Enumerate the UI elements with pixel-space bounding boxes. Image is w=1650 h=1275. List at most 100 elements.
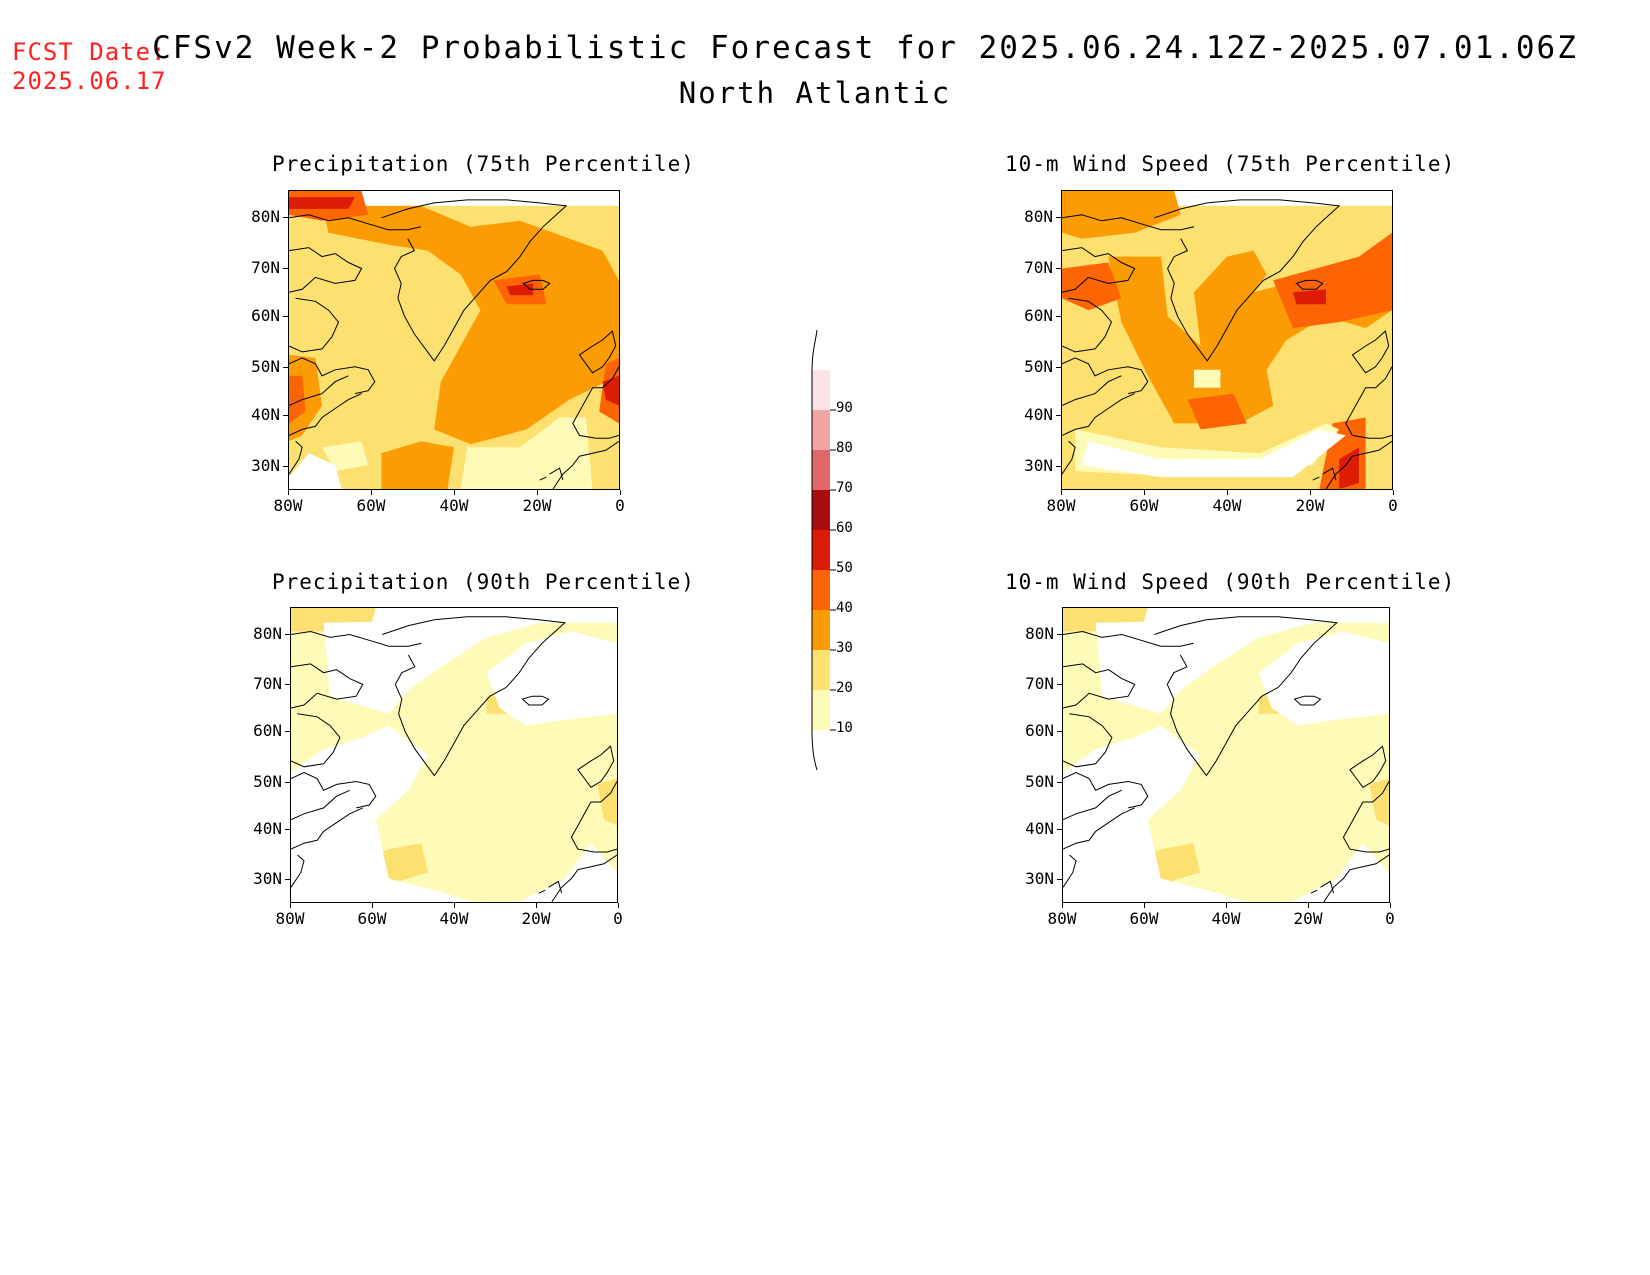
colorbar-label: 20 <box>836 680 853 696</box>
longitude-tick <box>371 490 372 495</box>
map-panel-precip-90 <box>290 607 618 903</box>
longitude-label: 60W <box>1129 496 1159 515</box>
latitude-tick <box>285 731 290 733</box>
colorbar-label: 10 <box>836 720 853 736</box>
longitude-tick <box>1310 490 1311 495</box>
longitude-label: 20W <box>521 909 551 928</box>
latitude-label: 60N <box>1025 721 1054 741</box>
coastline <box>291 713 341 768</box>
coastline <box>1062 375 1122 407</box>
coastline <box>522 279 551 290</box>
colorbar-swatch <box>812 410 830 450</box>
longitude-tick <box>536 903 537 908</box>
coastline <box>291 807 363 850</box>
probability-region <box>1062 262 1122 311</box>
probability-region <box>289 197 355 209</box>
colorbar-label: 90 <box>836 400 853 416</box>
longitude-tick <box>537 490 538 495</box>
colorbar-label: 80 <box>836 440 853 456</box>
colorbar-swatch <box>812 450 830 490</box>
longitude-tick <box>1227 490 1228 495</box>
longitude-label: 0 <box>615 496 625 515</box>
probability-region <box>1293 289 1326 305</box>
coastline <box>552 440 619 489</box>
coastline <box>291 854 305 888</box>
longitude-label: 80W <box>275 909 305 928</box>
colorbar-swatch <box>812 650 830 690</box>
latitude-tick <box>285 879 290 881</box>
latitude-tick <box>285 781 290 783</box>
coastline <box>1062 393 1135 436</box>
coastline <box>1349 745 1387 788</box>
map-panel-wind-90 <box>1062 607 1390 903</box>
latitude-label: 50N <box>253 771 282 791</box>
longitude-label: 20W <box>522 496 552 515</box>
coastline <box>570 781 617 853</box>
longitude-label: 80W <box>1046 496 1076 515</box>
longitude-tick <box>290 903 291 908</box>
colorbar-swatch <box>812 370 830 410</box>
coastline <box>1062 297 1113 353</box>
latitude-label: 70N <box>251 258 280 277</box>
longitude-label: 20W <box>1293 909 1323 928</box>
longitude-tick <box>1308 903 1309 908</box>
coastline <box>1063 663 1136 709</box>
colorbar-label: 50 <box>836 560 853 576</box>
coastline <box>1062 214 1195 231</box>
coastline <box>1342 781 1389 853</box>
coastline <box>1295 279 1324 290</box>
longitude-label: 0 <box>1385 909 1395 928</box>
coastline <box>551 854 617 902</box>
colorbar-label: 70 <box>836 480 853 496</box>
latitude-tick <box>1057 879 1062 881</box>
probability-region <box>1187 393 1247 430</box>
coastline <box>1063 854 1077 888</box>
coastline <box>1293 695 1322 706</box>
coastline <box>578 330 617 374</box>
latitude-tick <box>285 633 290 635</box>
colorbar-swatch <box>812 690 830 730</box>
coastline <box>1312 476 1320 481</box>
below-threshold-region <box>291 725 617 902</box>
coastline <box>289 247 363 293</box>
probability-region <box>460 417 593 489</box>
longitude-label: 40W <box>439 496 469 515</box>
coastline <box>1154 199 1341 362</box>
latitude-label: 40N <box>1024 405 1053 424</box>
longitude-label: 80W <box>1047 909 1077 928</box>
latitude-label: 50N <box>1024 357 1053 376</box>
longitude-tick <box>1144 903 1145 908</box>
coastline <box>1063 807 1135 850</box>
below-threshold-region <box>289 453 342 489</box>
below-threshold-region <box>1081 429 1346 478</box>
forecast-date-label: FCST Date: <box>12 38 167 66</box>
colorbar-swatch <box>812 530 830 570</box>
colorbar-swatch <box>812 570 830 610</box>
map-panel-precip-75 <box>288 190 620 490</box>
latitude-label: 70N <box>1025 673 1054 693</box>
longitude-tick <box>1226 903 1227 908</box>
coastline <box>291 772 377 809</box>
longitude-label: 0 <box>1388 496 1398 515</box>
longitude-label: 60W <box>1129 909 1159 928</box>
longitude-tick <box>454 903 455 908</box>
latitude-label: 60N <box>253 721 282 741</box>
longitude-tick <box>1390 903 1391 908</box>
longitude-label: 40W <box>1211 909 1241 928</box>
latitude-label: 50N <box>1025 771 1054 791</box>
probability-region <box>322 205 619 445</box>
colorbar-swatch <box>812 490 830 530</box>
coastline <box>539 476 547 481</box>
map-field-1 <box>1062 191 1392 489</box>
latitude-tick <box>1056 466 1061 467</box>
probability-region <box>1062 191 1181 239</box>
latitude-label: 30N <box>1024 456 1053 475</box>
latitude-label: 80N <box>1025 623 1054 643</box>
longitude-tick <box>1061 490 1062 495</box>
latitude-label: 80N <box>253 623 282 643</box>
coastline <box>289 297 340 353</box>
latitude-label: 50N <box>251 357 280 376</box>
coastline <box>291 789 350 821</box>
colorbar-label: 60 <box>836 520 853 536</box>
forecast-date-block: FCST Date: 2025.06.17 <box>12 38 167 96</box>
